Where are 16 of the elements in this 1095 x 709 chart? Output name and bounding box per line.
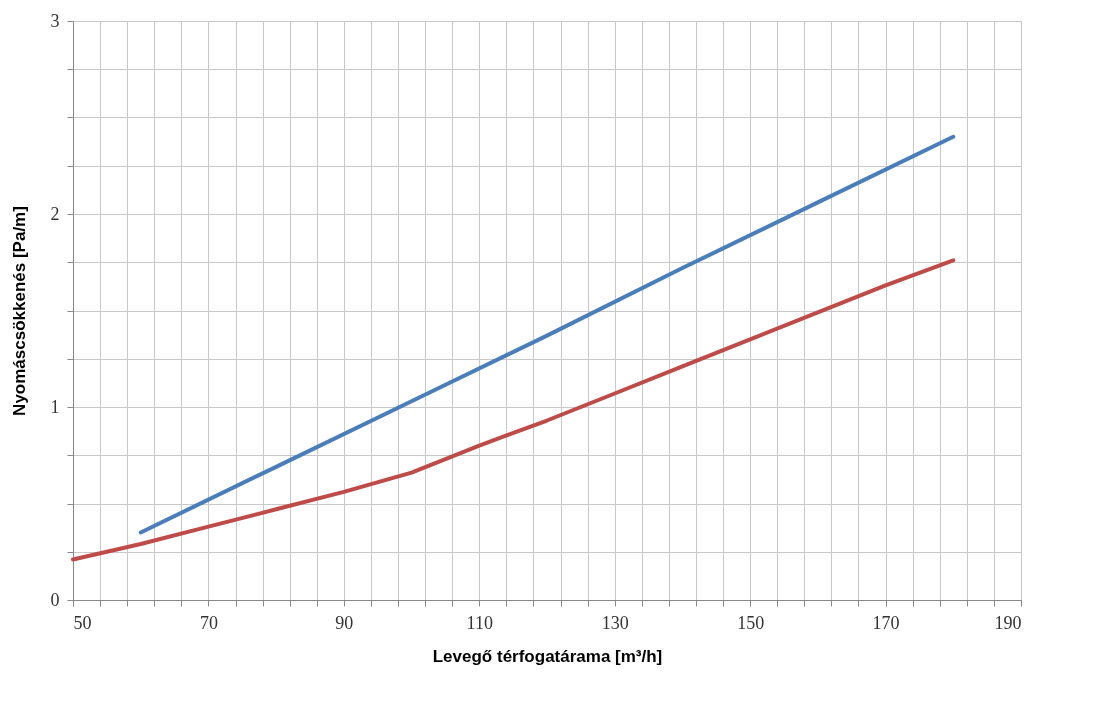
x-tick-label: 130 bbox=[601, 612, 629, 633]
x-tick-label: 50 bbox=[73, 612, 92, 633]
x-tick-label: 70 bbox=[199, 612, 218, 633]
x-tick-label: 170 bbox=[872, 612, 900, 633]
x-tick-label: 90 bbox=[335, 612, 354, 633]
line-series bbox=[138, 134, 956, 535]
x-tick-label: 150 bbox=[737, 612, 765, 633]
line-series bbox=[71, 258, 956, 562]
y-tick-label: 1 bbox=[50, 396, 60, 417]
y-axis-title: Nyomáscsökkenés [Pa/m] bbox=[9, 206, 29, 416]
x-axis-title: Levegő térfogatárama [m³/h] bbox=[432, 646, 663, 666]
x-tick-label: 190 bbox=[994, 612, 1022, 633]
y-tick-label: 2 bbox=[50, 203, 60, 224]
x-tick-label: 110 bbox=[466, 612, 493, 633]
y-tick-label: 3 bbox=[50, 10, 60, 31]
y-tick-label: 0 bbox=[50, 589, 60, 610]
